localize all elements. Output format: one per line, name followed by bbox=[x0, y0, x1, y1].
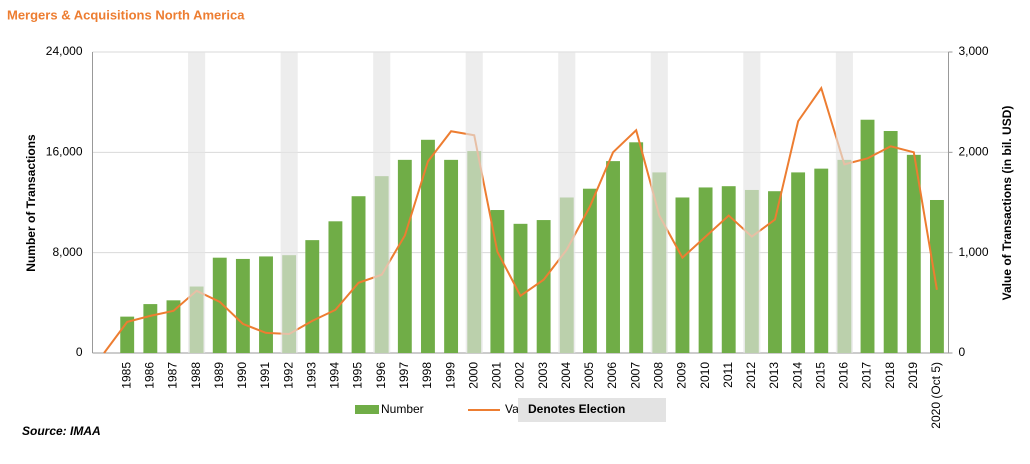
y2-tick-label: 1,000 bbox=[959, 245, 989, 259]
legend-label: Number bbox=[381, 402, 424, 416]
bar bbox=[397, 159, 412, 353]
x-tick-label: 2009 bbox=[675, 362, 689, 389]
x-tick-label: 1993 bbox=[304, 362, 318, 389]
x-tick-label: 2017 bbox=[860, 362, 874, 389]
bar bbox=[212, 257, 227, 353]
y-axis-label: Number of Transactions bbox=[24, 134, 38, 272]
election-band bbox=[835, 52, 853, 353]
bar bbox=[444, 159, 459, 353]
x-tick-label: 2020 (Oct 5) bbox=[929, 362, 943, 429]
y2-tick-label: 3,000 bbox=[959, 44, 989, 58]
x-tick-label: 2000 bbox=[466, 362, 480, 389]
line bbox=[103, 85, 938, 354]
x-tick-label: 1988 bbox=[189, 362, 203, 389]
x-tick-label: 1987 bbox=[166, 362, 180, 389]
election-band bbox=[373, 52, 391, 353]
x-tick-label: 2012 bbox=[744, 362, 758, 389]
x-tick-label: 1991 bbox=[258, 362, 272, 389]
x-tick-label: 2019 bbox=[906, 362, 920, 389]
x-tick-label: 2001 bbox=[490, 362, 504, 389]
source: Source: IMAA bbox=[22, 424, 101, 438]
y2-tick-label: 0 bbox=[959, 345, 966, 359]
bar bbox=[582, 188, 597, 353]
x-tick-label: 2018 bbox=[883, 362, 897, 389]
x-tick-label: 1990 bbox=[235, 362, 249, 389]
chart-title: Mergers & Acquisitions North America bbox=[7, 7, 245, 22]
bar bbox=[166, 300, 181, 353]
x-tick-label: 1992 bbox=[281, 362, 295, 389]
bar bbox=[259, 256, 273, 353]
bar bbox=[143, 304, 158, 353]
x-tick-label: 1998 bbox=[420, 362, 434, 389]
legend-swatch bbox=[518, 398, 666, 422]
bar bbox=[768, 191, 782, 353]
bar bbox=[235, 258, 250, 353]
bar bbox=[606, 161, 620, 353]
bar bbox=[536, 220, 551, 353]
legend-swatch bbox=[355, 405, 379, 414]
y2-tick-label: 2,000 bbox=[959, 145, 989, 159]
bar bbox=[629, 142, 644, 353]
y-tick-label: 16,000 bbox=[46, 145, 83, 159]
bar bbox=[513, 223, 528, 353]
election-band bbox=[188, 52, 206, 353]
x-tick-label: 2016 bbox=[837, 362, 851, 389]
x-tick-label: 1985 bbox=[119, 362, 133, 389]
bar bbox=[929, 199, 944, 353]
bar bbox=[906, 154, 921, 353]
election-band bbox=[465, 52, 483, 353]
y-tick-label: 24,000 bbox=[46, 44, 83, 58]
election-band bbox=[650, 52, 668, 353]
election-band bbox=[280, 52, 298, 353]
x-tick-label: 1989 bbox=[212, 362, 226, 389]
x-tick-label: 2011 bbox=[721, 362, 735, 388]
bar bbox=[328, 221, 343, 353]
x-tick-label: 2007 bbox=[628, 362, 642, 389]
x-tick-label: 1997 bbox=[397, 362, 411, 389]
legend-label: Denotes Election bbox=[528, 402, 625, 416]
x-tick-label: 2015 bbox=[813, 362, 827, 389]
x-tick-label: 2014 bbox=[790, 362, 804, 389]
y-tick-label: 0 bbox=[76, 345, 83, 359]
x-tick-label: 2003 bbox=[536, 362, 550, 389]
election-band bbox=[558, 52, 576, 353]
x-tick-label: 2002 bbox=[513, 362, 527, 389]
bar bbox=[721, 186, 736, 353]
bar bbox=[421, 139, 435, 353]
bar bbox=[698, 187, 713, 353]
x-tick-label: 2013 bbox=[767, 362, 781, 389]
bar bbox=[883, 131, 898, 353]
y-tick-label: 8,000 bbox=[52, 245, 82, 259]
x-tick-label: 1996 bbox=[374, 362, 388, 389]
bar bbox=[860, 119, 875, 353]
bar bbox=[490, 210, 505, 353]
x-tick-label: 1995 bbox=[351, 362, 365, 389]
election-band bbox=[743, 52, 761, 353]
x-tick-label: 2005 bbox=[582, 362, 596, 389]
x-tick-label: 2006 bbox=[605, 362, 619, 389]
x-tick-label: 1999 bbox=[443, 362, 457, 389]
bar bbox=[814, 168, 829, 353]
bar bbox=[675, 197, 690, 353]
x-tick-label: 2010 bbox=[698, 362, 712, 389]
x-tick-label: 2004 bbox=[559, 362, 573, 389]
y2-axis-label: Value of Transactions (in bil. USD) bbox=[1000, 106, 1014, 301]
x-tick-label: 1986 bbox=[143, 362, 157, 389]
x-tick-label: 1994 bbox=[328, 362, 342, 389]
bar bbox=[791, 172, 806, 353]
bar bbox=[305, 240, 320, 353]
bar bbox=[351, 196, 366, 353]
x-tick-label: 2008 bbox=[651, 362, 665, 389]
